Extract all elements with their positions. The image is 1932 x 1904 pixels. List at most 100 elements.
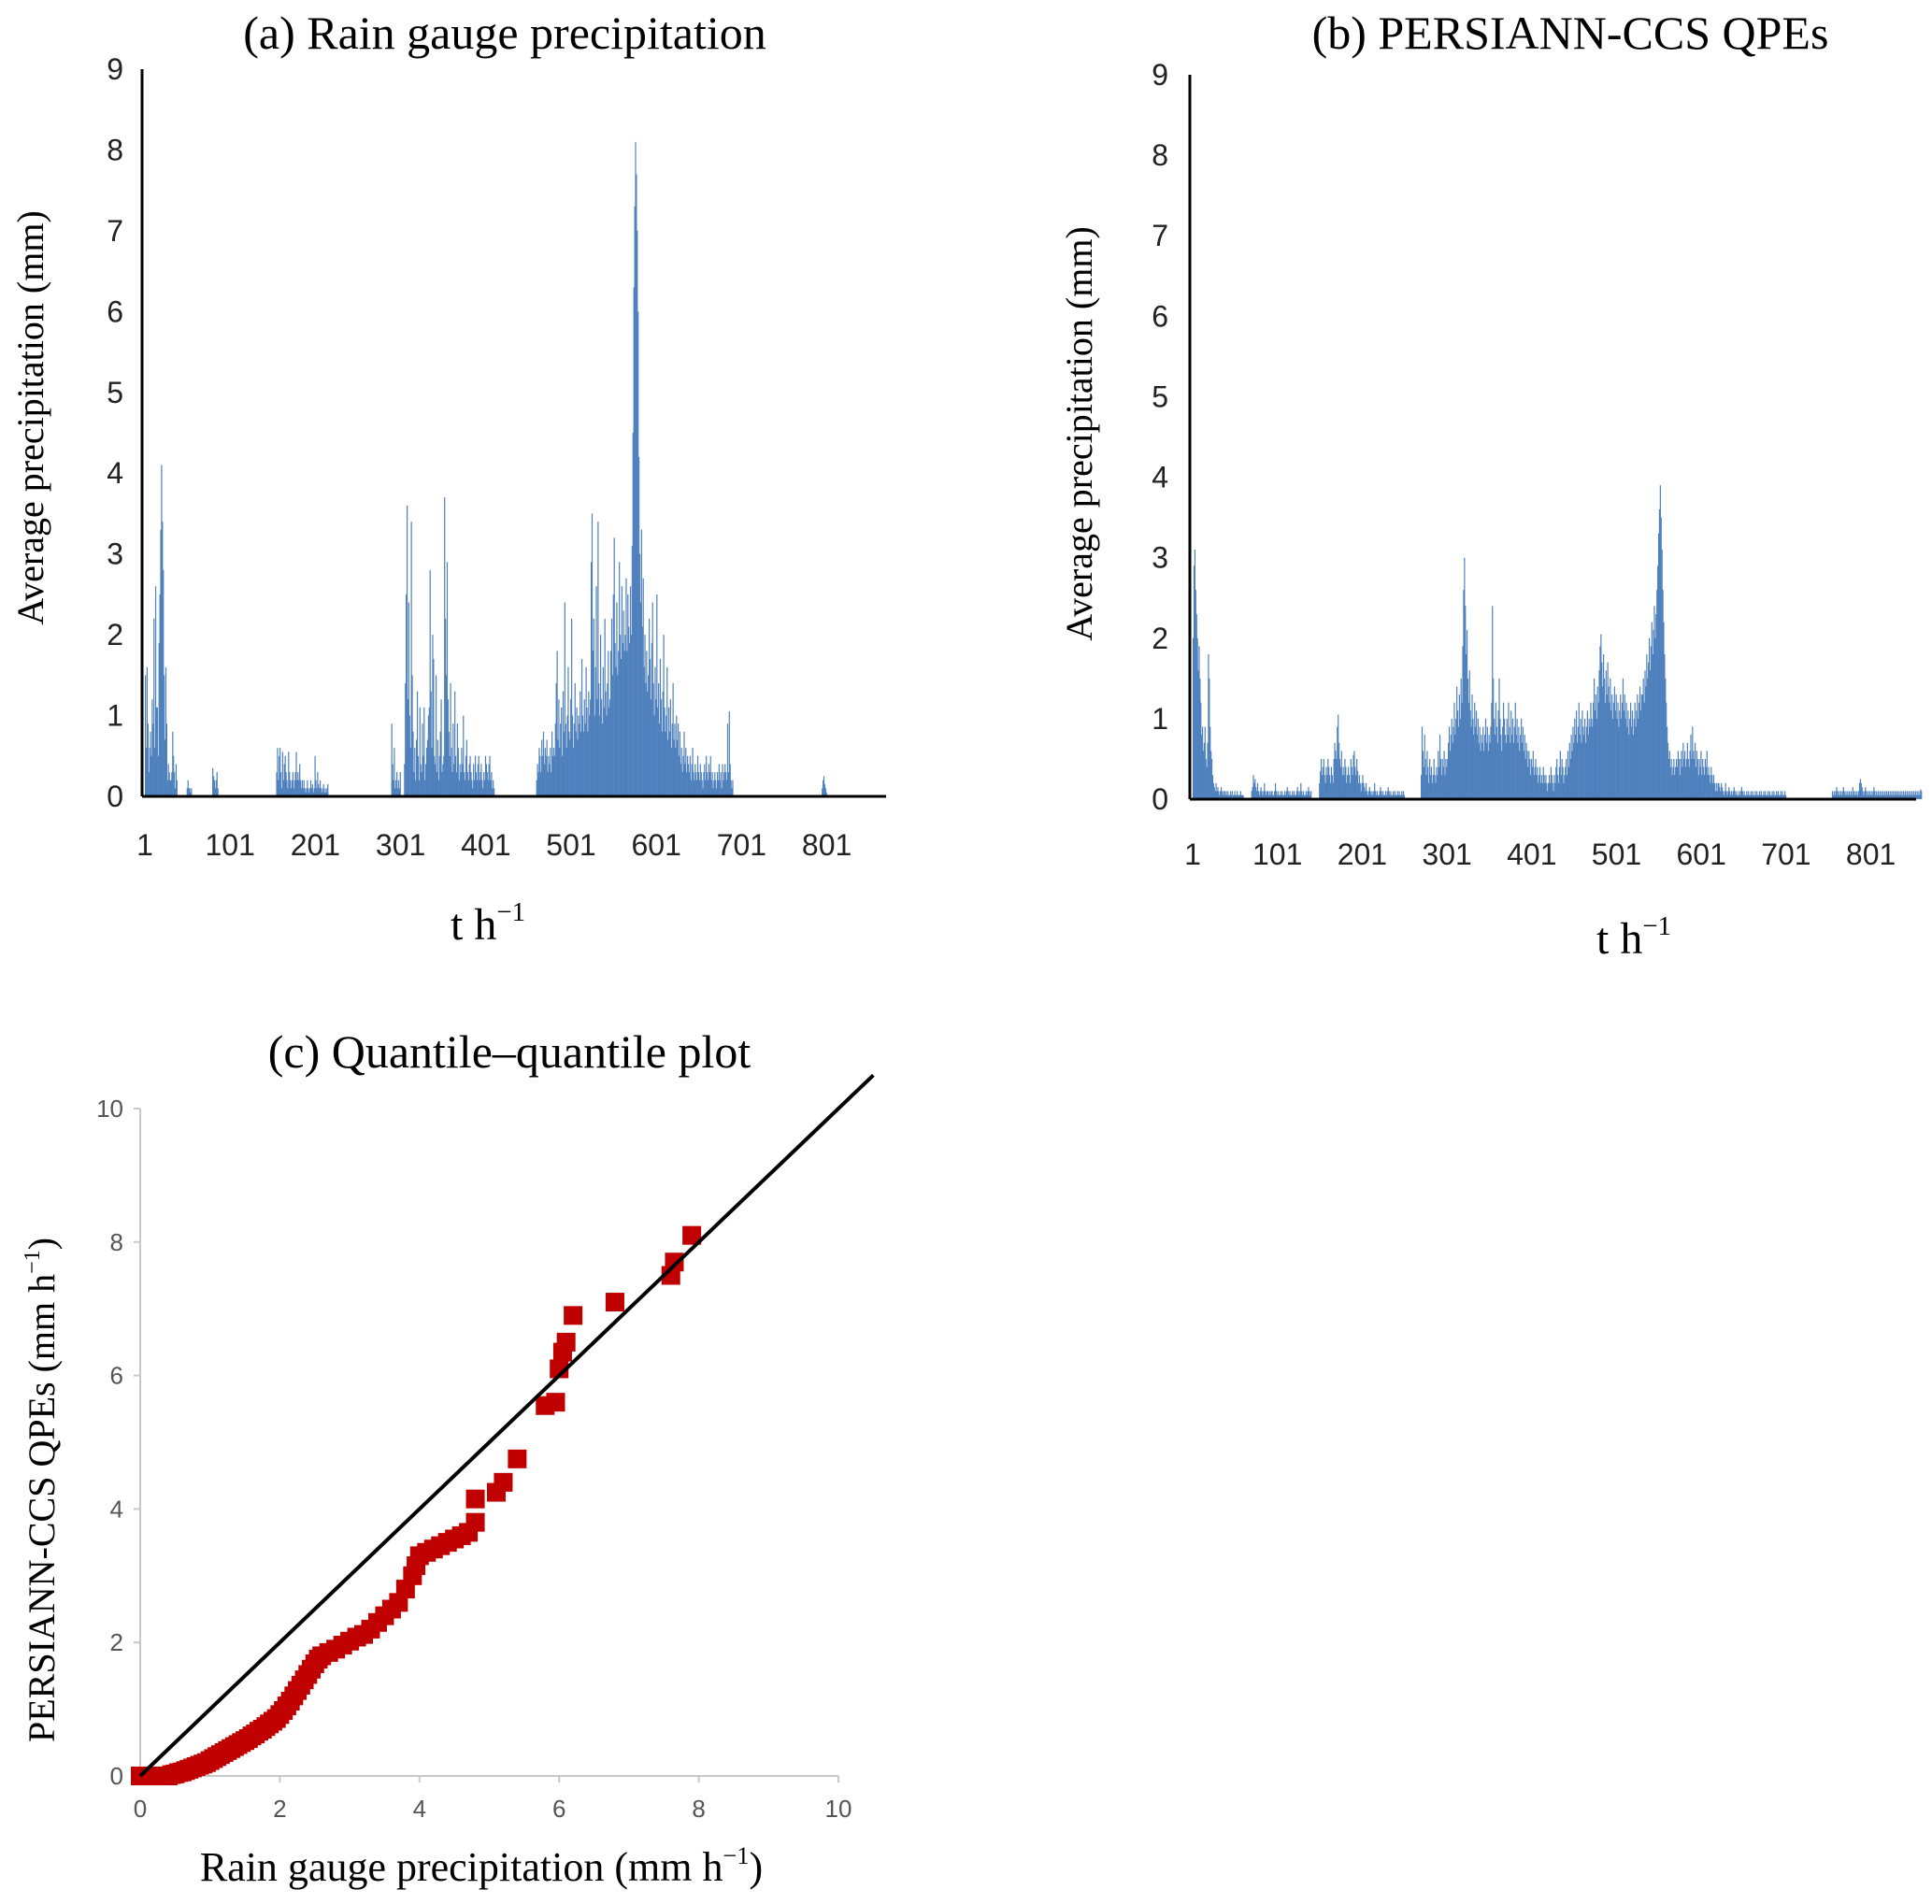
precip-bar <box>1566 758 1567 799</box>
precip-bar <box>1681 751 1682 799</box>
precip-bar <box>1476 735 1479 799</box>
precip-bar <box>727 772 730 796</box>
precip-bar <box>1226 795 1228 799</box>
precip-bar <box>1680 758 1682 799</box>
precip-bar <box>325 792 327 796</box>
precip-bar <box>1736 791 1738 799</box>
precip-bar <box>1449 751 1452 799</box>
precip-bar <box>1775 795 1777 799</box>
precip-bar <box>1641 694 1643 799</box>
precip-bar <box>548 755 550 796</box>
precip-bar <box>1286 787 1288 799</box>
precip-bar <box>678 755 680 796</box>
precip-bar <box>1236 795 1238 799</box>
precip-bar <box>636 174 637 796</box>
y-tick-label: 0 <box>1152 782 1168 816</box>
precip-bar <box>283 764 285 796</box>
precip-bar <box>687 764 690 796</box>
precip-bar <box>1840 795 1843 799</box>
precip-bar <box>1646 654 1648 799</box>
precip-bar <box>1307 791 1309 799</box>
precip-bar <box>155 707 158 796</box>
x-tick-label: 401 <box>461 828 510 862</box>
precip-bar <box>1631 710 1634 799</box>
precip-bar <box>1729 791 1731 799</box>
precip-bar <box>313 788 315 796</box>
precip-bar <box>648 675 650 796</box>
precip-bar <box>682 755 684 796</box>
precip-bar <box>1685 758 1688 799</box>
precip-bar <box>474 755 477 796</box>
precip-bar <box>1507 735 1509 799</box>
precip-bar <box>560 723 562 796</box>
y-tick-label: 3 <box>1152 541 1168 575</box>
precip-bar <box>1678 758 1680 799</box>
precip-bar <box>619 635 622 796</box>
precip-bar <box>1267 791 1269 799</box>
precip-bar <box>723 772 725 796</box>
precip-bar <box>1219 795 1221 799</box>
precip-bar <box>1655 613 1657 799</box>
precip-bar <box>555 682 557 796</box>
precip-bar <box>1255 787 1257 799</box>
precip-bar <box>1650 646 1652 799</box>
precip-bar <box>692 748 694 796</box>
precip-bar <box>1293 795 1295 799</box>
precip-bar <box>1551 775 1553 799</box>
precip-bar <box>1375 795 1378 799</box>
precip-bar <box>1293 791 1295 799</box>
precip-bar <box>610 618 613 796</box>
qq-point <box>564 1306 583 1325</box>
precip-bar <box>1229 791 1232 799</box>
precip-bar <box>1898 795 1900 799</box>
precip-bar <box>1397 795 1399 799</box>
precip-bar <box>1769 795 1771 799</box>
precip-bar <box>1214 791 1216 799</box>
precip-bar <box>450 682 451 796</box>
precip-bar <box>1667 742 1669 799</box>
precip-bar <box>661 731 663 796</box>
precip-bar <box>568 731 570 796</box>
precip-bar <box>561 755 564 796</box>
precip-bar <box>1756 791 1758 799</box>
precip-bar <box>298 780 300 796</box>
precip-bar <box>609 651 612 796</box>
precip-bar <box>565 748 567 796</box>
precip-bar <box>426 739 429 796</box>
precip-bar <box>638 456 640 796</box>
precip-bar <box>1751 795 1753 799</box>
precip-bar <box>1232 795 1234 799</box>
precip-bar <box>215 780 217 796</box>
precip-bar <box>1712 775 1715 799</box>
precip-bar <box>1758 791 1761 799</box>
precip-bar <box>1425 775 1427 799</box>
precip-bar <box>1300 782 1302 799</box>
precip-bar <box>1694 742 1696 799</box>
precip-bar <box>281 752 284 796</box>
precip-bar <box>629 642 631 796</box>
precip-bar <box>1196 637 1198 799</box>
precip-bar <box>459 764 461 796</box>
precip-bar <box>160 529 162 796</box>
precip-bar <box>1848 795 1850 799</box>
precip-bar <box>1624 718 1626 799</box>
precip-bar <box>662 691 664 796</box>
y-tick-label: 5 <box>1152 379 1168 413</box>
precip-bar <box>1398 791 1400 799</box>
precip-bar <box>705 780 707 796</box>
precip-bar <box>1717 782 1719 799</box>
precip-bar <box>1653 630 1654 799</box>
precip-bar <box>1204 726 1206 799</box>
precip-bar <box>619 562 621 796</box>
precip-bar <box>1520 735 1522 799</box>
precip-bar <box>1831 791 1834 799</box>
precip-bar <box>1554 782 1556 799</box>
precip-bar <box>1200 702 1202 799</box>
precip-bar <box>648 618 651 796</box>
precip-bar <box>1864 791 1866 799</box>
precip-bar <box>1462 646 1464 799</box>
panel-c-x-axis-label: Rain gauge precipitation (mm h−1) <box>200 1841 763 1890</box>
precip-bar <box>697 772 700 796</box>
precip-bar <box>1728 787 1730 799</box>
precip-bar <box>1696 751 1697 799</box>
